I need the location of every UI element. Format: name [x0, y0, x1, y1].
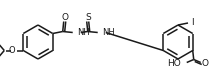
Text: HO: HO [167, 59, 181, 68]
Text: I: I [191, 18, 194, 26]
Text: O: O [61, 13, 68, 22]
Text: O: O [201, 59, 208, 68]
Text: NH: NH [102, 28, 114, 37]
Text: NH: NH [77, 28, 89, 37]
Text: O: O [9, 46, 15, 55]
Text: S: S [85, 13, 91, 22]
